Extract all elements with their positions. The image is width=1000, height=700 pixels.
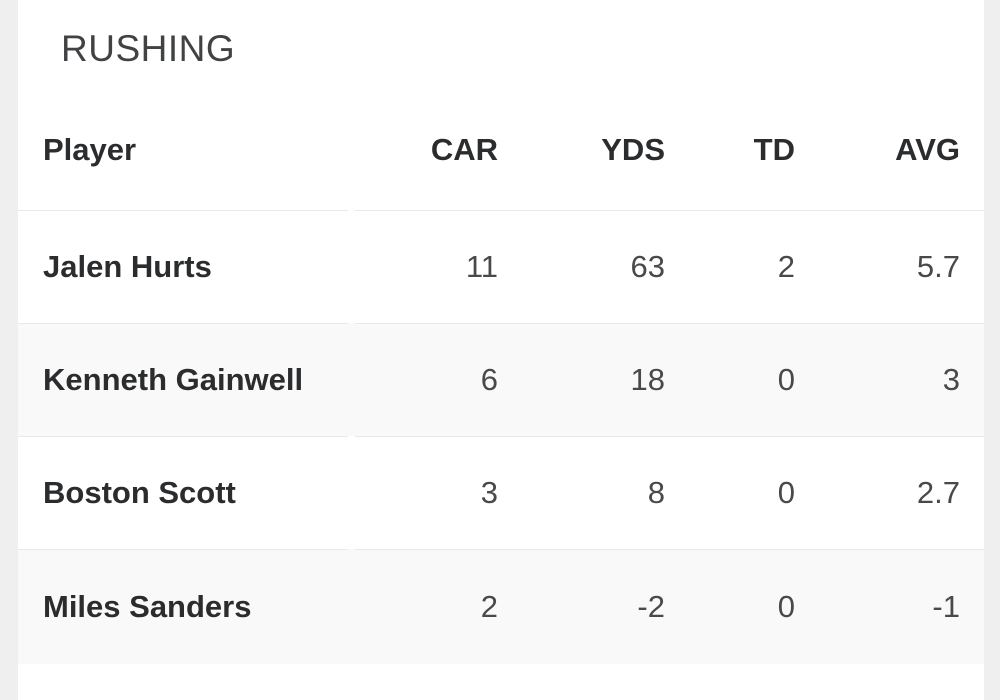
stat-avg: 2.7 — [916, 475, 960, 510]
stat-yds: -2 — [637, 589, 665, 624]
column-split-gap — [348, 436, 355, 549]
table-row: Boston Scott 3 8 0 2.7 — [18, 436, 984, 549]
column-header-car: CAR — [430, 132, 498, 167]
table-row: Miles Sanders 2 -2 0 -1 — [18, 549, 984, 664]
stat-car: 11 — [465, 249, 498, 284]
player-cell: Jalen Hurts — [18, 210, 348, 323]
stat-td: 0 — [777, 475, 795, 510]
player-cell: Miles Sanders — [18, 549, 348, 664]
stats-cells: 3 8 0 2.7 — [355, 436, 984, 549]
table-header-row: Player CAR YDS TD AVG — [18, 90, 984, 210]
column-split-gap — [348, 549, 355, 664]
stat-car: 2 — [480, 589, 498, 624]
stat-avg: 3 — [942, 362, 960, 397]
stat-yds: 63 — [630, 249, 665, 284]
stats-card: RUSHING Player CAR YDS TD AVG Jalen Hurt… — [18, 0, 984, 700]
stats-cells: 6 18 0 3 — [355, 323, 984, 436]
player-name-link[interactable]: Miles Sanders — [43, 589, 252, 624]
stats-cells: 11 63 2 5.7 — [355, 210, 984, 323]
stat-car: 6 — [480, 362, 498, 397]
column-split-gap — [348, 323, 355, 436]
stat-avg: -1 — [932, 589, 960, 624]
stat-td: 2 — [777, 249, 795, 284]
player-cell: Kenneth Gainwell — [18, 323, 348, 436]
stats-cells: 2 -2 0 -1 — [355, 549, 984, 664]
table-row: Kenneth Gainwell 6 18 0 3 — [18, 323, 984, 436]
section-title: RUSHING — [61, 28, 236, 69]
column-header-player-cell: Player — [18, 90, 348, 210]
stat-car: 3 — [480, 475, 498, 510]
player-name-link[interactable]: Kenneth Gainwell — [43, 362, 304, 397]
column-split-gap — [348, 210, 355, 323]
player-cell: Boston Scott — [18, 436, 348, 549]
section-title-block: RUSHING — [18, 0, 984, 90]
table-row: Jalen Hurts 11 63 2 5.7 — [18, 210, 984, 323]
stat-yds: 18 — [630, 362, 665, 397]
column-split-gap — [348, 90, 355, 210]
column-header-yds: YDS — [601, 132, 665, 167]
column-header-avg: AVG — [895, 132, 960, 167]
column-header-player: Player — [43, 132, 137, 167]
player-name-link[interactable]: Boston Scott — [43, 475, 236, 510]
stat-avg: 5.7 — [916, 249, 960, 284]
column-header-td: TD — [753, 132, 795, 167]
stat-td: 0 — [777, 589, 795, 624]
stat-yds: 8 — [647, 475, 665, 510]
column-headers-stats: CAR YDS TD AVG — [355, 90, 984, 210]
player-name-link[interactable]: Jalen Hurts — [43, 249, 212, 284]
stat-td: 0 — [777, 362, 795, 397]
